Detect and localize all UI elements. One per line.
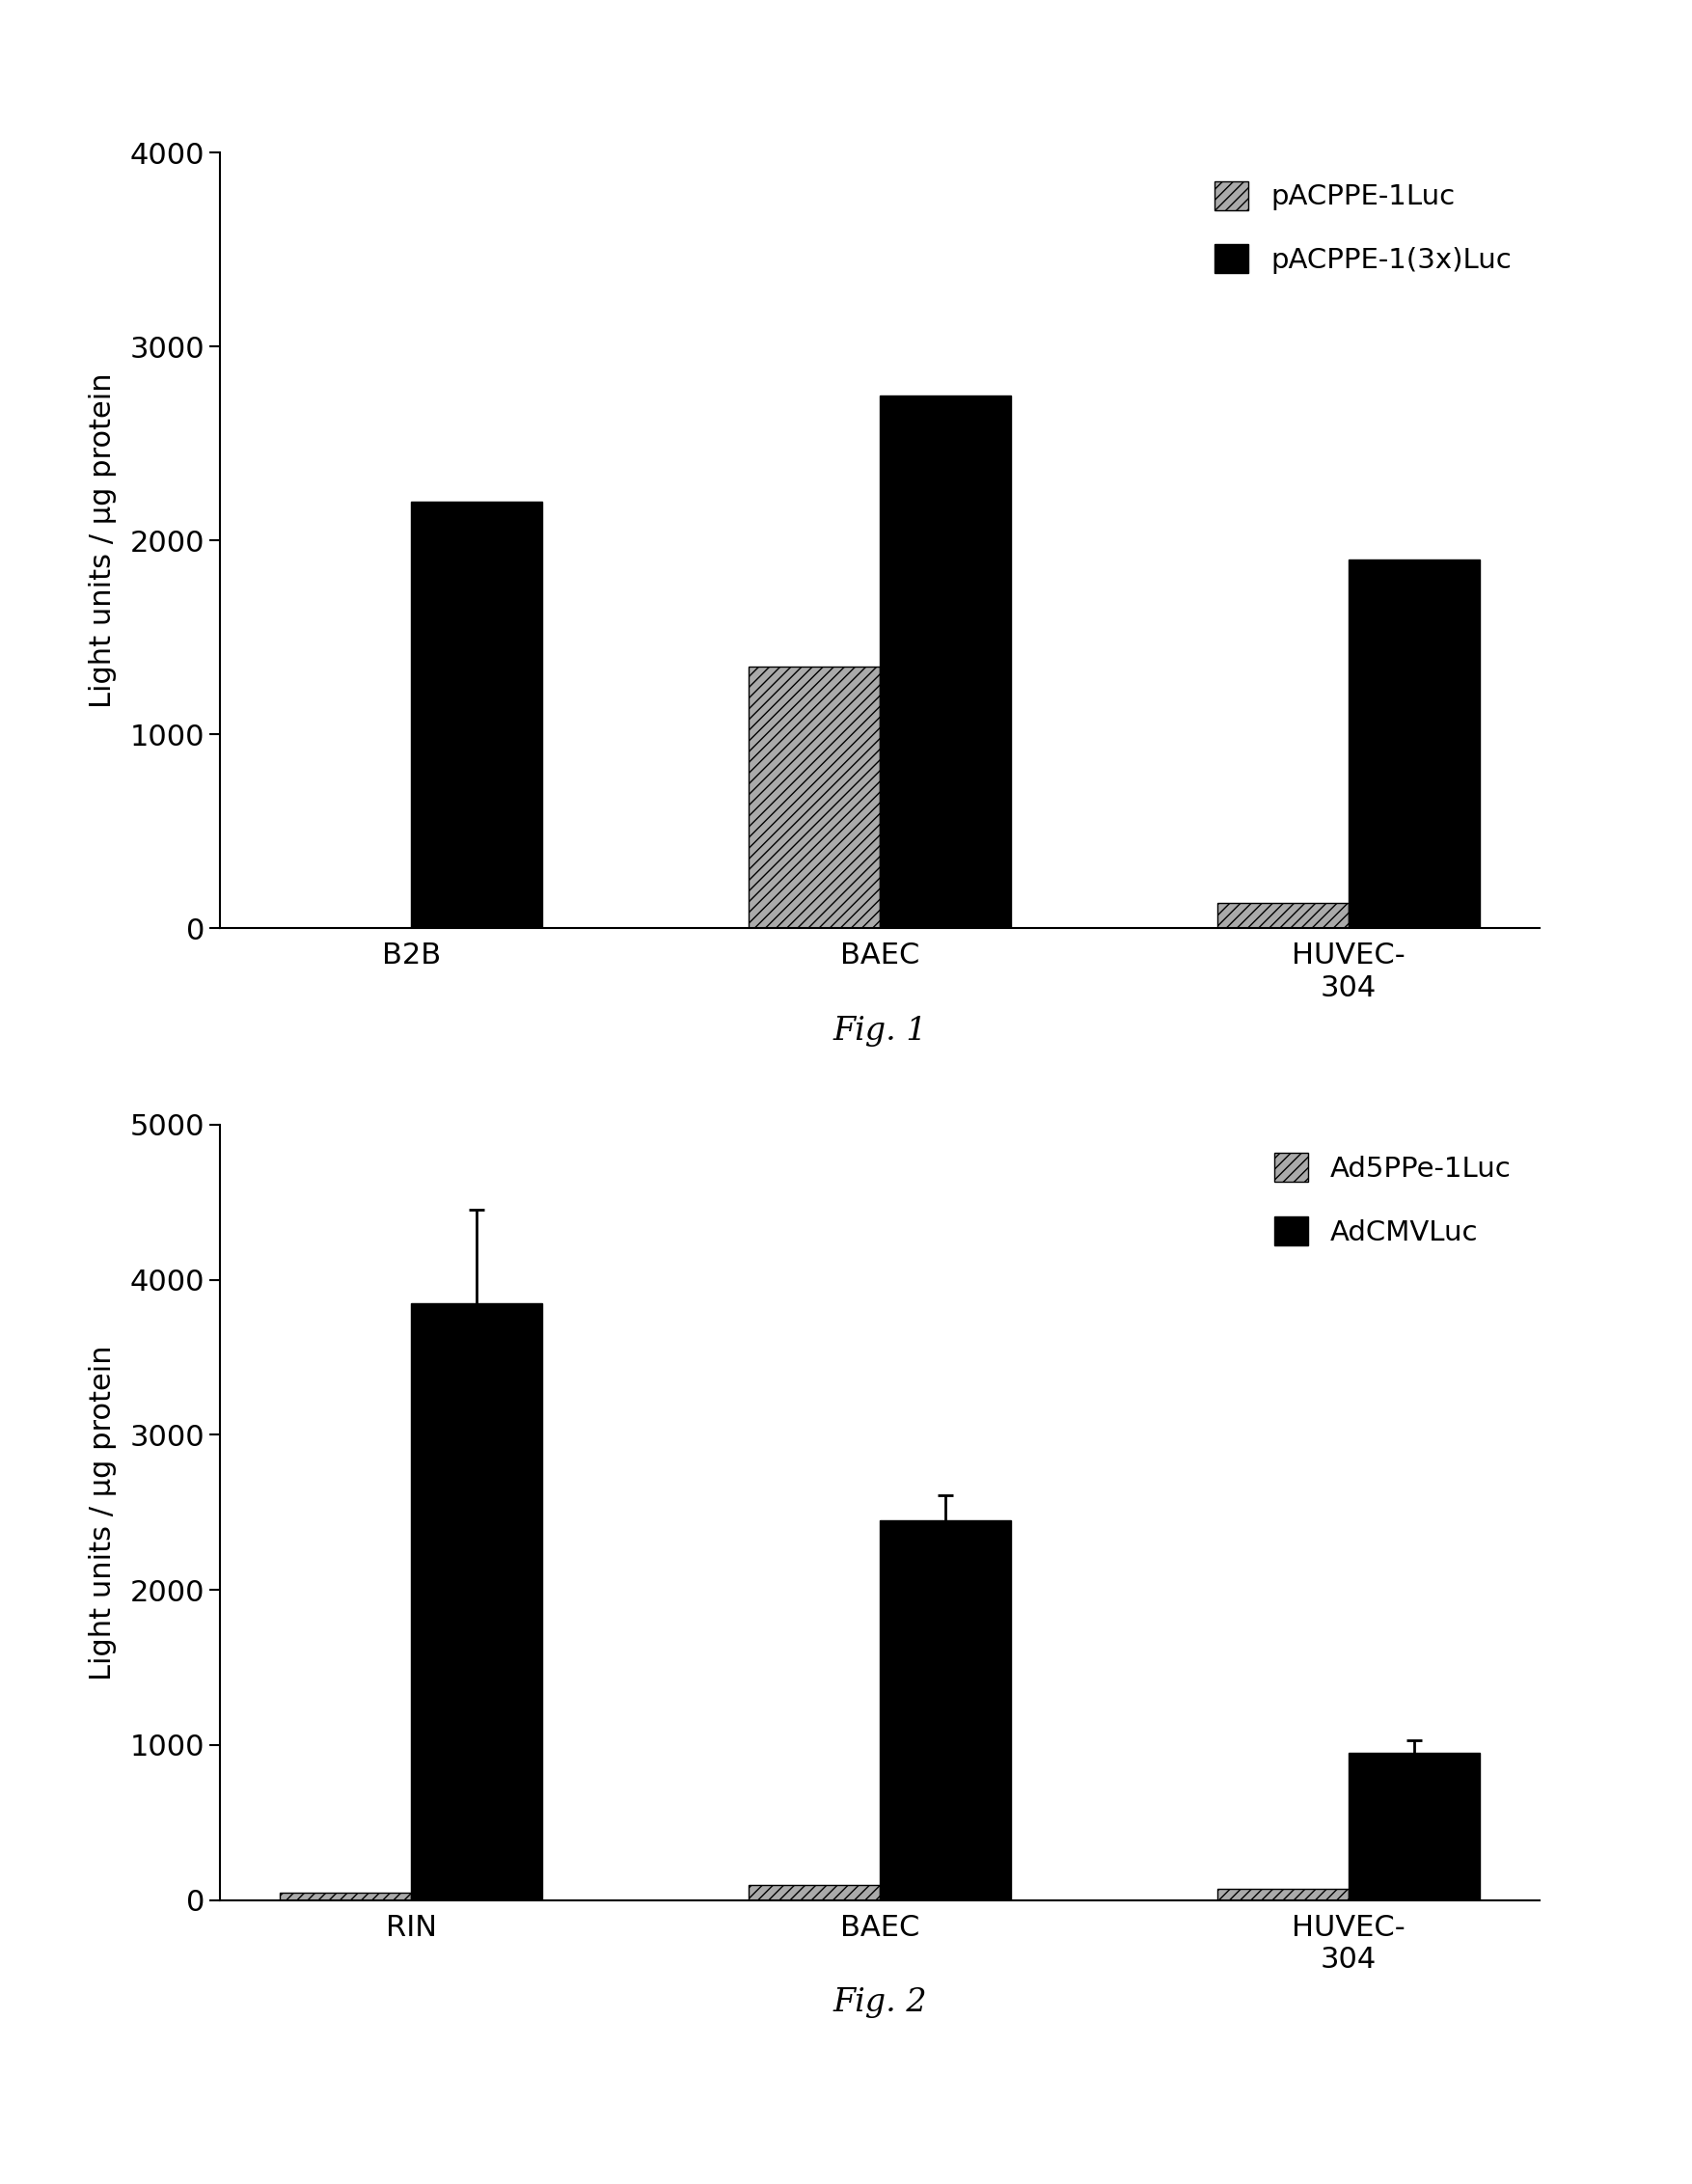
Bar <box>1349 1754 1480 1900</box>
Bar <box>411 502 543 928</box>
Bar <box>1217 902 1349 928</box>
Bar <box>1349 559 1480 928</box>
Text: Fig. 2: Fig. 2 <box>832 1987 927 2018</box>
Bar <box>279 1891 411 1900</box>
Legend: Ad5PPe-1Luc, AdCMVLuc: Ad5PPe-1Luc, AdCMVLuc <box>1261 1138 1526 1260</box>
Y-axis label: Light units / μg protein: Light units / μg protein <box>88 1345 117 1679</box>
Bar <box>880 395 1012 928</box>
Text: Fig. 1: Fig. 1 <box>832 1016 927 1046</box>
Y-axis label: Light units / μg protein: Light units / μg protein <box>88 373 117 708</box>
Bar <box>748 666 880 928</box>
Bar <box>880 1520 1012 1900</box>
Bar <box>411 1304 543 1900</box>
Legend: pACPPE-1Luc, pACPPE-1(3x)Luc: pACPPE-1Luc, pACPPE-1(3x)Luc <box>1200 166 1526 288</box>
Bar <box>748 1885 880 1900</box>
Bar <box>1217 1889 1349 1900</box>
